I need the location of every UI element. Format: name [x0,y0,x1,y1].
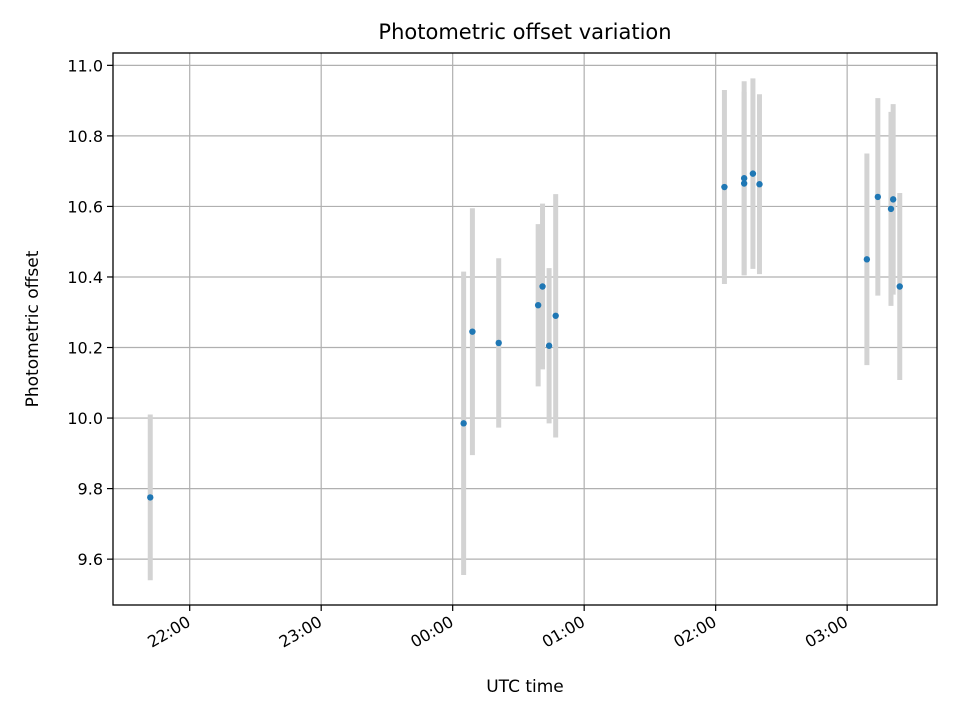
data-point [534,301,542,309]
data-points [147,170,903,501]
data-point [889,196,897,203]
chart-title: Photometric offset variation [378,20,671,44]
y-axis-ticks: 9.6 9.8 10.0 10.2 10.4 10.6 10.8 11.0 [67,56,113,569]
y-tick-label: 10.0 [67,409,103,428]
y-tick-label: 9.8 [78,480,103,499]
data-point [756,181,763,188]
data-point [495,339,502,347]
grid [113,53,937,605]
plot-frame [112,52,938,606]
data-point [749,170,757,177]
data-point [740,180,748,187]
data-point [863,256,871,263]
y-tick-label: 10.4 [67,268,103,287]
data-point [552,312,559,319]
data-point [539,283,546,290]
y-tick-label: 10.2 [67,339,103,358]
data-point [874,193,882,201]
y-tick-label: 9.6 [78,550,103,569]
y-axis-label: Photometric offset [23,250,43,407]
data-point [887,205,895,213]
data-point [721,183,728,191]
data-point [740,175,748,182]
data-point [896,283,903,290]
y-tick-label: 10.6 [67,197,103,216]
data-point [469,328,476,335]
data-point [460,420,467,427]
y-tick-label: 11.0 [67,56,103,75]
data-point [147,494,154,501]
x-axis-label: UTC time [486,677,564,697]
y-tick-label: 10.8 [67,127,103,146]
data-point [545,342,553,349]
